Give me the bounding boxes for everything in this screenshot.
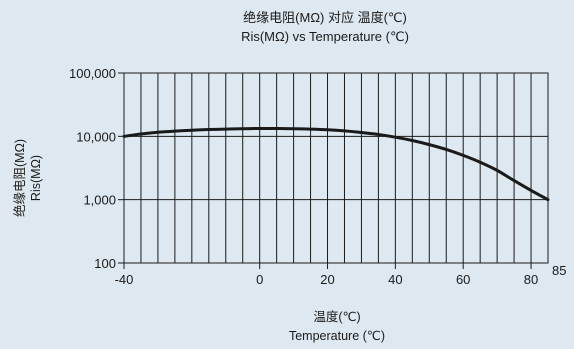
y-axis-label-en: Ris(MΩ): [29, 155, 43, 201]
chart-subtitle: Ris(MΩ) vs Temperature (℃): [241, 29, 409, 44]
y-tick-label: 100,000: [69, 66, 116, 81]
y-axis-label-cn: 绝缘电阻(MΩ): [12, 139, 27, 217]
y-tick-label: 10,000: [76, 129, 116, 144]
x-tick-label: 0: [256, 272, 263, 287]
x-tick-label: 60: [456, 272, 470, 287]
x-axis-label-cn: 温度(℃): [313, 309, 360, 324]
tick-labels: 100 1,000 10,000 100,000 -40 0 20 40 60 80 85: [69, 66, 566, 287]
x-tick-label: 40: [388, 272, 402, 287]
x-tick-label: 20: [320, 272, 334, 287]
grid: [124, 73, 548, 263]
chart-title: 绝缘电阻(MΩ) 对应 温度(℃): [243, 10, 407, 25]
x-tick-label: 85: [552, 263, 566, 278]
x-axis-label-en: Temperature (℃): [289, 329, 385, 343]
y-tick-label: 100: [94, 256, 116, 271]
x-tick-label: -40: [115, 272, 134, 287]
y-tick-label: 1,000: [83, 193, 116, 208]
axis-ticks: [118, 72, 532, 269]
x-tick-label: 80: [524, 272, 538, 287]
plot-frame: [123, 72, 549, 264]
series-line: [122, 126, 550, 202]
